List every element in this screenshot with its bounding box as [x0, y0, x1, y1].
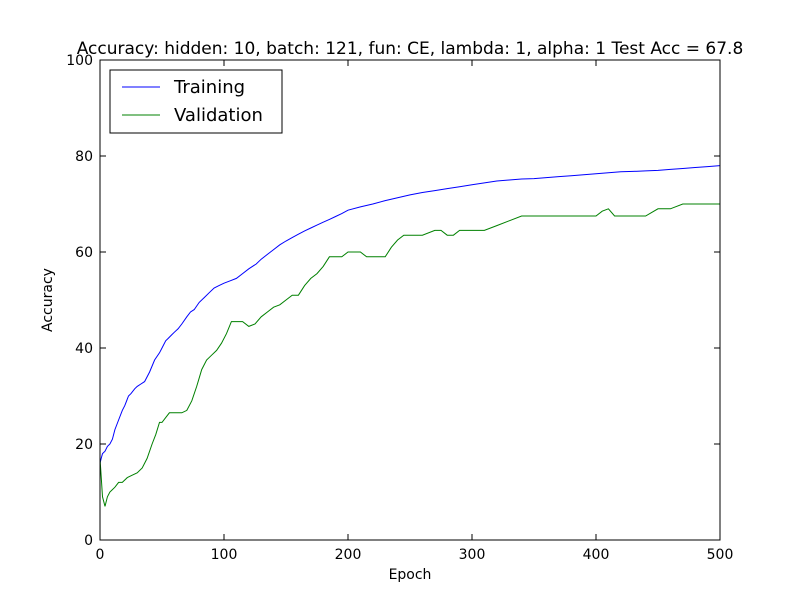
legend-label-validation: Validation [174, 105, 263, 126]
legend: Training Validation [109, 69, 283, 134]
x-tick-label: 200 [335, 547, 362, 563]
series-line-validation [99, 203, 720, 507]
series-line-training [99, 165, 721, 464]
x-tick-label: 300 [459, 547, 486, 563]
x-tick-label: 0 [96, 547, 105, 563]
y-tick-label: 0 [84, 533, 93, 549]
axes-frame [99, 59, 721, 541]
y-tick-label: 40 [75, 341, 93, 357]
y-tick-label: 100 [66, 53, 93, 69]
x-axis-label: Epoch [389, 567, 432, 583]
y-tick-label: 60 [75, 245, 93, 261]
axis-ticks: 0 100 200 300 400 500 0 20 40 60 80 100 [66, 53, 733, 563]
x-tick-label: 100 [211, 547, 238, 563]
y-axis-label: Accuracy [40, 268, 56, 332]
series-lines [99, 165, 721, 507]
x-tick-label: 500 [707, 547, 734, 563]
chart-title: Accuracy: hidden: 10, batch: 121, fun: C… [77, 39, 744, 59]
y-tick-label: 20 [75, 437, 93, 453]
y-tick-label: 80 [75, 149, 93, 165]
legend-box [109, 69, 283, 134]
legend-label-training: Training [173, 77, 245, 98]
x-tick-label: 400 [583, 547, 610, 563]
